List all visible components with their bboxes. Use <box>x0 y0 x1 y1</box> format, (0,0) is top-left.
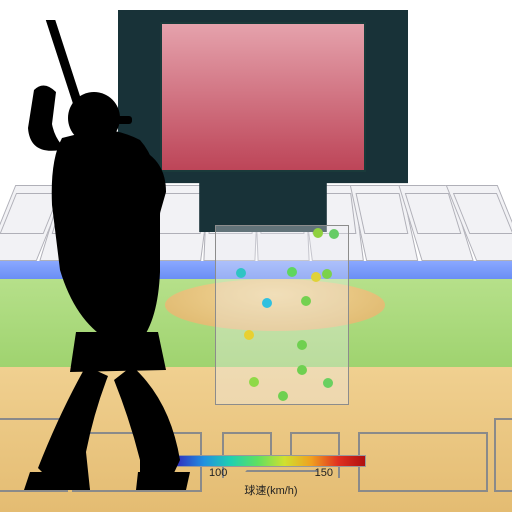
plate-line <box>486 432 488 492</box>
pitch-location-dot <box>297 340 307 350</box>
pitch-chart: 100150球速(km/h) <box>0 0 512 512</box>
plate-line <box>358 490 488 492</box>
plate-line <box>494 418 512 420</box>
pitch-location-dot <box>287 267 297 277</box>
batter-silhouette <box>0 20 250 490</box>
pitch-location-dot <box>313 228 323 238</box>
pitch-location-dot <box>311 272 321 282</box>
pitch-location-dot <box>323 378 333 388</box>
plate-line <box>290 432 292 456</box>
pitch-location-dot <box>262 298 272 308</box>
plate-line <box>290 432 340 434</box>
plate-line <box>494 418 496 492</box>
pitch-location-dot <box>301 296 311 306</box>
plate-line <box>0 490 68 492</box>
pitch-location-dot <box>329 229 339 239</box>
pitch-location-dot <box>297 365 307 375</box>
colorbar-tick: 150 <box>315 467 333 479</box>
pitch-location-dot <box>249 377 259 387</box>
plate-line <box>270 432 272 456</box>
plate-line <box>494 490 512 492</box>
pitch-location-dot <box>278 391 288 401</box>
pitch-location-dot <box>322 269 332 279</box>
plate-line <box>358 432 488 434</box>
